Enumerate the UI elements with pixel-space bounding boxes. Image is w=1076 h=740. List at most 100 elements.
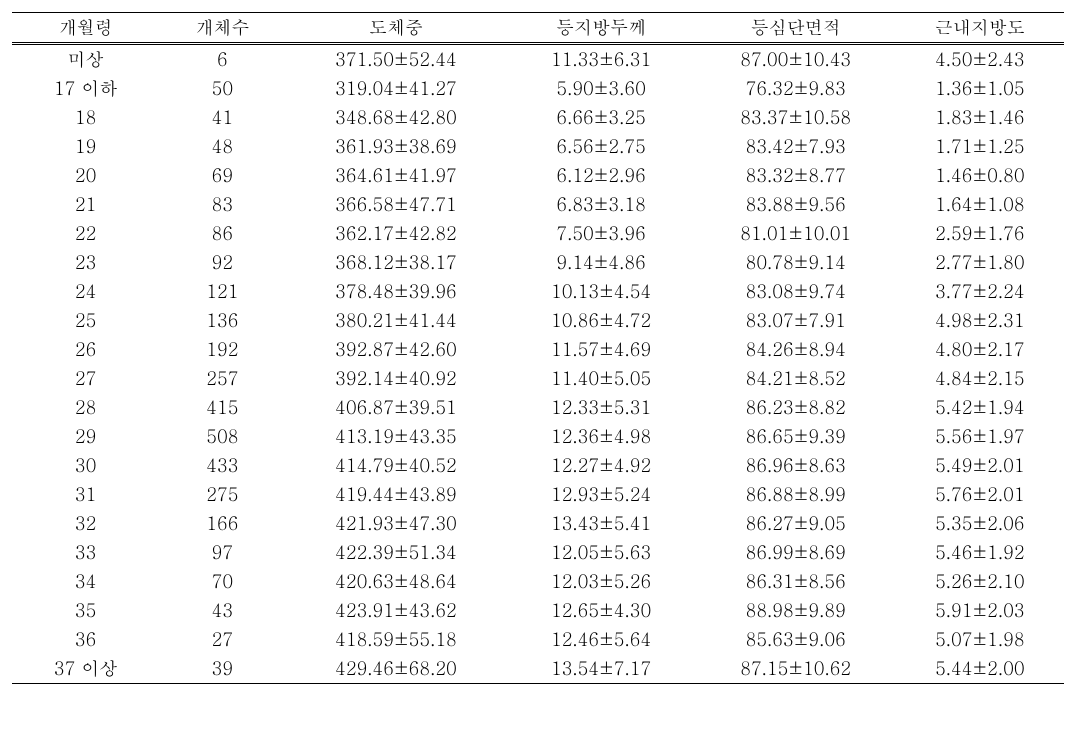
table-cell: 37 이상 [12, 654, 159, 684]
table-cell: 12.27±4.92 [506, 451, 695, 480]
table-cell: 33 [12, 538, 159, 567]
table-row: 3543423.91±43.6212.65±4.3088.98±9.895.91… [12, 596, 1064, 625]
table-cell: 362.17±42.82 [286, 219, 507, 248]
table-cell: 25 [12, 306, 159, 335]
table-cell: 97 [159, 538, 285, 567]
table-cell: 5.91±2.03 [896, 596, 1064, 625]
header-row: 개월령 개체수 도체중 등지방두께 등심단면적 근내지방도 [12, 13, 1064, 44]
table-cell: 12.46±5.64 [506, 625, 695, 654]
table-cell: 81.01±10.01 [696, 219, 896, 248]
table-cell: 348.68±42.80 [286, 103, 507, 132]
table-cell: 6.12±2.96 [506, 161, 695, 190]
table-cell: 83.37±10.58 [696, 103, 896, 132]
table-cell: 6 [159, 44, 285, 75]
table-cell: 86.65±9.39 [696, 422, 896, 451]
table-cell: 87.00±10.43 [696, 44, 896, 75]
table-cell: 18 [12, 103, 159, 132]
table-cell: 361.93±38.69 [286, 132, 507, 161]
table-cell: 5.56±1.97 [896, 422, 1064, 451]
table-row: 1841348.68±42.806.66±3.2583.37±10.581.83… [12, 103, 1064, 132]
table-cell: 86.96±8.63 [696, 451, 896, 480]
table-cell: 12.05±5.63 [506, 538, 695, 567]
table-cell: 121 [159, 277, 285, 306]
table-row: 3470420.63±48.6412.03±5.2686.31±8.565.26… [12, 567, 1064, 596]
table-cell: 11.40±5.05 [506, 364, 695, 393]
table-row: 1948361.93±38.696.56±2.7583.42±7.931.71±… [12, 132, 1064, 161]
table-cell: 28 [12, 393, 159, 422]
table-cell: 83 [159, 190, 285, 219]
table-cell: 20 [12, 161, 159, 190]
table-row: 17 이하50319.04±41.275.90±3.6076.32±9.831.… [12, 74, 1064, 103]
table-cell: 368.12±38.17 [286, 248, 507, 277]
table-cell: 12.65±4.30 [506, 596, 695, 625]
table-cell: 48 [159, 132, 285, 161]
table-cell: 29 [12, 422, 159, 451]
table-row: 3397422.39±51.3412.05±5.6386.99±8.695.46… [12, 538, 1064, 567]
table-cell: 7.50±3.96 [506, 219, 695, 248]
table-row: 32166421.93±47.3013.43±5.4186.27±9.055.3… [12, 509, 1064, 538]
table-cell: 5.90±3.60 [506, 74, 695, 103]
table-cell: 43 [159, 596, 285, 625]
table-cell: 32 [12, 509, 159, 538]
table-cell: 1.46±0.80 [896, 161, 1064, 190]
table-row: 30433414.79±40.5212.27±4.9286.96±8.635.4… [12, 451, 1064, 480]
table-cell: 5.76±2.01 [896, 480, 1064, 509]
table-cell: 35 [12, 596, 159, 625]
table-cell: 88.98±9.89 [696, 596, 896, 625]
table-cell: 9.14±4.86 [506, 248, 695, 277]
table-cell: 12.03±5.26 [506, 567, 695, 596]
table-cell: 13.54±7.17 [506, 654, 695, 684]
table-row: 2183366.58±47.716.83±3.1883.88±9.561.64±… [12, 190, 1064, 219]
table-cell: 12.93±5.24 [506, 480, 695, 509]
table-cell: 12.36±4.98 [506, 422, 695, 451]
col-header-carcass-weight: 도체중 [286, 13, 507, 44]
table-cell: 5.42±1.94 [896, 393, 1064, 422]
table-cell: 12.33±5.31 [506, 393, 695, 422]
table-row: 28415406.87±39.5112.33±5.3186.23±8.825.4… [12, 393, 1064, 422]
table-cell: 84.26±8.94 [696, 335, 896, 364]
col-header-backfat: 등지방두께 [506, 13, 695, 44]
table-cell: 84.21±8.52 [696, 364, 896, 393]
table-cell: 92 [159, 248, 285, 277]
table-cell: 423.91±43.62 [286, 596, 507, 625]
table-cell: 2.77±1.80 [896, 248, 1064, 277]
table-cell: 87.15±10.62 [696, 654, 896, 684]
table-cell: 421.93±47.30 [286, 509, 507, 538]
col-header-count: 개체수 [159, 13, 285, 44]
table-header: 개월령 개체수 도체중 등지방두께 등심단면적 근내지방도 [12, 13, 1064, 44]
table-cell: 23 [12, 248, 159, 277]
col-header-marbling: 근내지방도 [896, 13, 1064, 44]
table-cell: 1.71±1.25 [896, 132, 1064, 161]
table-cell: 5.07±1.98 [896, 625, 1064, 654]
table-cell: 319.04±41.27 [286, 74, 507, 103]
table-cell: 415 [159, 393, 285, 422]
table-row: 2286362.17±42.827.50±3.9681.01±10.012.59… [12, 219, 1064, 248]
table-cell: 11.33±6.31 [506, 44, 695, 75]
col-header-age: 개월령 [12, 13, 159, 44]
table-cell: 6.56±2.75 [506, 132, 695, 161]
table-cell: 39 [159, 654, 285, 684]
table-cell: 10.13±4.54 [506, 277, 695, 306]
table-cell: 1.83±1.46 [896, 103, 1064, 132]
table-cell: 420.63±48.64 [286, 567, 507, 596]
table-row: 27257392.14±40.9211.40±5.0584.21±8.524.8… [12, 364, 1064, 393]
table-cell: 3.77±2.24 [896, 277, 1064, 306]
table-cell: 31 [12, 480, 159, 509]
table-row: 3627418.59±55.1812.46±5.6485.63±9.065.07… [12, 625, 1064, 654]
table-cell: 83.07±7.91 [696, 306, 896, 335]
table-cell: 366.58±47.71 [286, 190, 507, 219]
table-cell: 83.42±7.93 [696, 132, 896, 161]
table-cell: 192 [159, 335, 285, 364]
table-body: 미상6371.50±52.4411.33±6.3187.00±10.434.50… [12, 44, 1064, 684]
table-cell: 17 이하 [12, 74, 159, 103]
table-cell: 11.57±4.69 [506, 335, 695, 364]
table-cell: 380.21±41.44 [286, 306, 507, 335]
table-cell: 422.39±51.34 [286, 538, 507, 567]
table-cell: 257 [159, 364, 285, 393]
table-cell: 80.78±9.14 [696, 248, 896, 277]
table-cell: 10.86±4.72 [506, 306, 695, 335]
table-cell: 5.49±2.01 [896, 451, 1064, 480]
table-cell: 27 [159, 625, 285, 654]
table-cell: 5.26±2.10 [896, 567, 1064, 596]
table-cell: 136 [159, 306, 285, 335]
